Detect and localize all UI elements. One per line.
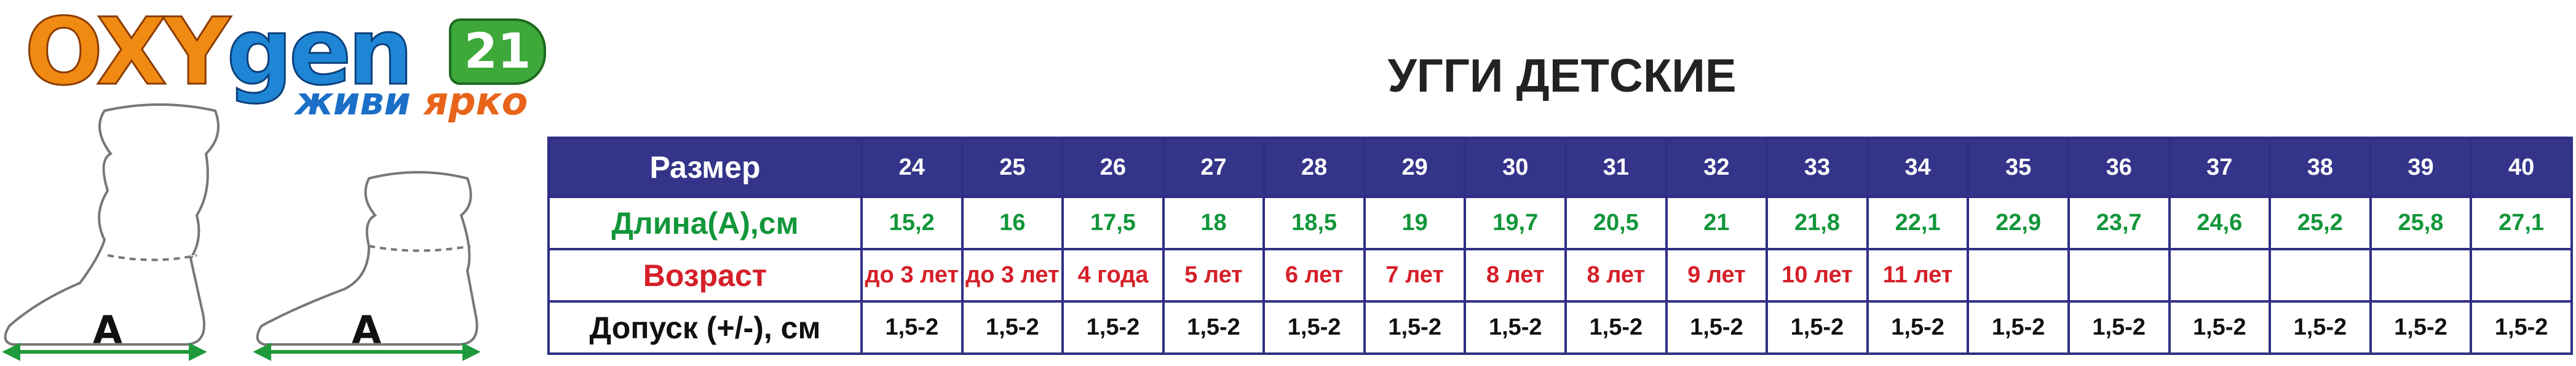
brand-part: gen <box>226 0 414 106</box>
value-cell: 22,1 <box>1866 196 1970 250</box>
size-cell: 32 <box>1665 137 1769 198</box>
value-cell: 1,5-2 <box>1262 300 1366 355</box>
figure-label: А <box>352 308 381 352</box>
logo: OXYgen 21 живи ярко <box>23 0 553 129</box>
value-cell: 1,5-2 <box>2269 300 2372 355</box>
value-cell: 19 <box>1363 196 1467 250</box>
value-cell: 22,9 <box>1967 196 2070 250</box>
row-label: Длина(А),см <box>547 196 863 250</box>
value-cell: 1,5-2 <box>2067 300 2171 355</box>
value-cell: 23,7 <box>2067 196 2171 250</box>
value-cell: 18,5 <box>1262 196 1366 250</box>
value-cell: 18 <box>1162 196 1266 250</box>
size-cell: 29 <box>1363 137 1467 198</box>
size-table: Размер 24 25 26 27 28 29 30 31 32 33 34 35 36 37 38 39 40… <box>547 137 2573 355</box>
slogan-part: живи <box>295 79 411 124</box>
value-cell: 25,8 <box>2369 196 2473 250</box>
value-cell: 1,5-2 <box>1061 300 1165 355</box>
value-cell <box>2470 248 2573 303</box>
value-cell: 17,5 <box>1061 196 1165 250</box>
value-cell <box>2369 248 2473 303</box>
size-cell: 26 <box>1061 137 1165 198</box>
boot-figures: А А <box>2 103 481 361</box>
value-cell: 21,8 <box>1766 196 1869 250</box>
row-label: Размер <box>547 137 863 198</box>
value-cell: 16 <box>961 196 1064 250</box>
value-cell: 4 года <box>1061 248 1165 303</box>
table-row: Длина(А),см 15,2 16 17,5 18 18,5 19 19,7 20,5 21 2… <box>547 196 2573 250</box>
size-cell: 35 <box>1967 137 2070 198</box>
value-cell: 1,5-2 <box>1564 300 1668 355</box>
value-cell: 1,5-2 <box>2470 300 2573 355</box>
value-cell: 5 лет <box>1162 248 1266 303</box>
size-cell: 34 <box>1866 137 1970 198</box>
title: УГГИ ДЕТСКИЕ <box>1387 50 1737 102</box>
value-cell: 1,5-2 <box>1766 300 1869 355</box>
size-cell: 38 <box>2269 137 2372 198</box>
size-cell: 25 <box>961 137 1064 198</box>
value-cell: 11 лет <box>1866 248 1970 303</box>
size-cell: 24 <box>860 137 964 198</box>
brand-part: OXY <box>23 0 231 106</box>
row-label: Допуск (+/-), см <box>547 300 863 355</box>
value-cell: 1,5-2 <box>2168 300 2272 355</box>
value-cell: 25,2 <box>2269 196 2372 250</box>
value-cell: до 3 лет <box>860 248 964 303</box>
slogan: живи ярко <box>295 79 528 124</box>
value-cell <box>2168 248 2272 303</box>
value-cell: 1,5-2 <box>1162 300 1266 355</box>
size-cell: 39 <box>2369 137 2473 198</box>
value-cell: 8 лет <box>1464 248 1567 303</box>
value-cell: 15,2 <box>860 196 964 250</box>
row-label: Возраст <box>547 248 863 303</box>
value-cell: 10 лет <box>1766 248 1869 303</box>
header-row: Размер 24 25 26 27 28 29 30 31 32 33 34 35 36 37 38 39 40 <box>547 137 2573 198</box>
size-cell: 37 <box>2168 137 2272 198</box>
table-row: Возраст до 3 лет до 3 лет 4 года 5 лет 6 лет 7… <box>547 248 2573 303</box>
size-cell: 30 <box>1464 137 1567 198</box>
value-cell: 27,1 <box>2470 196 2573 250</box>
size-cell: 33 <box>1766 137 1869 198</box>
value-cell: 1,5-2 <box>1363 300 1467 355</box>
figure-label: А <box>93 308 122 352</box>
table-row: Допуск (+/-), см 1,5-2 1,5-2 1,5-2 1,5-2 1,5-… <box>547 300 2573 355</box>
value-cell: 7 лет <box>1363 248 1467 303</box>
value-cell: 19,7 <box>1464 196 1567 250</box>
size-cell: 31 <box>1564 137 1668 198</box>
value-cell: 1,5-2 <box>2369 300 2473 355</box>
value-cell <box>2067 248 2171 303</box>
size-cell: 36 <box>2067 137 2171 198</box>
value-cell: 1,5-2 <box>860 300 964 355</box>
value-cell: 1,5-2 <box>1464 300 1567 355</box>
value-cell: 1,5-2 <box>1866 300 1970 355</box>
size-cell: 27 <box>1162 137 1266 198</box>
value-cell: 1,5-2 <box>961 300 1064 355</box>
value-cell: 24,6 <box>2168 196 2272 250</box>
value-cell: 8 лет <box>1564 248 1668 303</box>
value-cell: 6 лет <box>1262 248 1366 303</box>
value-cell: 1,5-2 <box>1665 300 1769 355</box>
value-cell: 21 <box>1665 196 1769 250</box>
brand-number: 21 <box>449 18 546 85</box>
brand: OXYgen <box>23 6 414 100</box>
value-cell: до 3 лет <box>961 248 1064 303</box>
value-cell <box>2269 248 2372 303</box>
size-cell: 40 <box>2470 137 2573 198</box>
slogan-part: ярко <box>424 79 528 124</box>
value-cell: 9 лет <box>1665 248 1769 303</box>
value-cell <box>1967 248 2070 303</box>
value-cell: 1,5-2 <box>1967 300 2070 355</box>
size-cell: 28 <box>1262 137 1366 198</box>
value-cell: 20,5 <box>1564 196 1668 250</box>
